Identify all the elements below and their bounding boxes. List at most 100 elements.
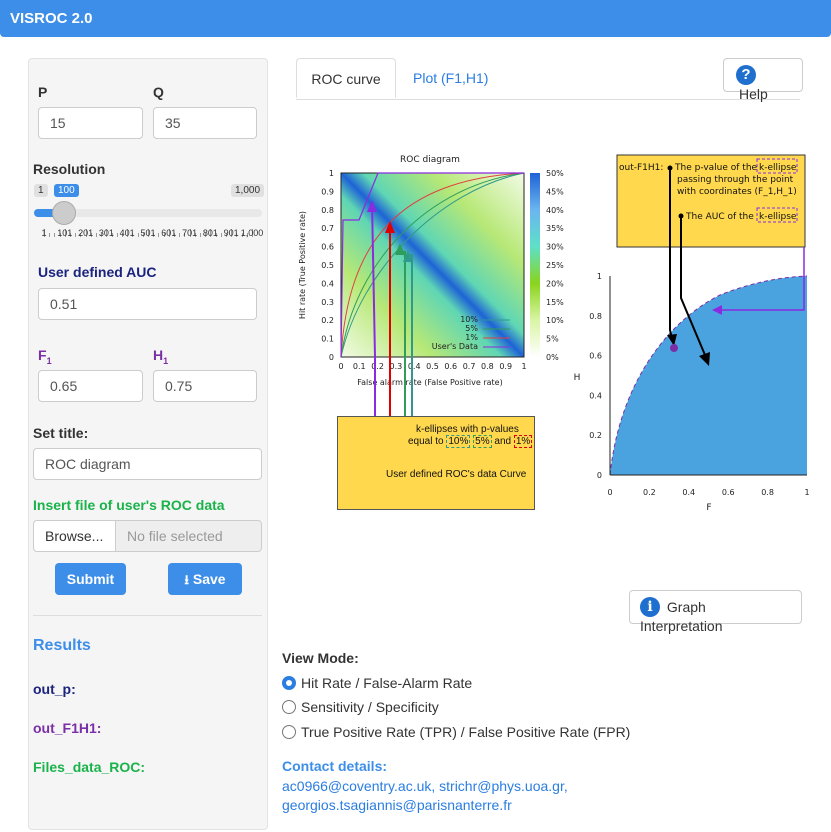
- slider-tick: [215, 233, 217, 237]
- auc-kellipse: k-ellipse: [759, 212, 797, 222]
- pvalue-10pct: 10%: [446, 435, 471, 448]
- radio-hit-rate-label[interactable]: Hit Rate / False-Alarm Rate: [301, 675, 473, 691]
- roc-x-tick-label: 0.1: [353, 362, 366, 371]
- annotation-pvalues-line: equal to 10% 5% and 1%: [408, 435, 533, 448]
- legend-user-data: User's Data: [432, 342, 478, 351]
- roc-y-tick-label: 0.6: [321, 243, 334, 252]
- colorbar-tick-label: 30%: [546, 243, 564, 252]
- roc-x-tick-label: 0.3: [390, 362, 403, 371]
- submit-button[interactable]: Submit: [55, 563, 126, 595]
- resolution-ticks: [34, 228, 262, 237]
- question-icon: ?: [736, 65, 756, 85]
- roc-x-tick-label: 0.4: [408, 362, 421, 371]
- out-p-label: out_p:: [33, 681, 76, 697]
- colorbar-tick-label: 40%: [546, 206, 564, 215]
- f1-input[interactable]: 0.65: [38, 370, 143, 402]
- colorbar-tick-label: 0%: [546, 353, 559, 362]
- pvalue-line1: The p-value of the: [674, 163, 758, 173]
- out-f1h1-text: out-F1H1:: [619, 163, 663, 173]
- fh-x-tick-label: 0.4: [682, 488, 695, 497]
- kellipse-highlight-2: [756, 207, 798, 223]
- graph-interpretation-button[interactable]: i Graph Interpretation: [629, 590, 802, 634]
- auc-input[interactable]: 0.51: [38, 288, 257, 320]
- roc-x-tick-label: 0.8: [481, 362, 494, 371]
- radio-hit-rate[interactable]: [282, 676, 296, 690]
- download-icon: ⭳: [184, 572, 189, 587]
- radio-sensitivity[interactable]: [282, 700, 296, 714]
- tab-roc-curve[interactable]: ROC curve: [296, 58, 396, 98]
- f1-subscript: 1: [46, 355, 52, 366]
- f1h1-point: [670, 344, 678, 352]
- roc-x-tick-label: 0.6: [444, 362, 457, 371]
- slider-tick: [127, 229, 129, 237]
- curve-5pct: [340, 172, 525, 358]
- slider-tick: [85, 229, 87, 237]
- fh-y-tick-label: 0: [597, 471, 602, 480]
- browse-button[interactable]: Browse...: [33, 520, 116, 552]
- roc-plot: ROC diagram 0 0.1 0.2 0.3 0.4 0.5 0.6 0.7 0.8 0.9…: [298, 155, 564, 473]
- view-mode-label: View Mode:: [282, 650, 359, 666]
- f1-letter: F: [38, 347, 47, 363]
- resolution-max: 1,000: [231, 184, 265, 197]
- pvalue-5pct: 5%: [473, 435, 492, 448]
- roc-y-tick-label: 0.4: [321, 279, 334, 288]
- slider-tick-label: 201: [78, 228, 94, 238]
- roc-annotation-box: k-ellipses with p-values equal to 10% 5%…: [337, 416, 535, 510]
- user-data-curve: [340, 172, 524, 358]
- slider-tick-label: 801: [202, 228, 218, 238]
- help-button[interactable]: ? Help: [723, 58, 803, 102]
- slider-tick: [210, 229, 212, 237]
- colorbar-tick-label: 45%: [546, 187, 564, 196]
- slider-tick-label: 1: [41, 228, 47, 238]
- resolution-slider-handle[interactable]: [52, 201, 76, 225]
- colorbar-tick-label: 35%: [546, 224, 564, 233]
- q-input[interactable]: 35: [153, 107, 257, 139]
- results-label: Results: [33, 637, 91, 654]
- slider-tick: [80, 233, 82, 237]
- radio-sensitivity-label[interactable]: Sensitivity / Specificity: [301, 699, 439, 715]
- file-label: Insert file of user's ROC data: [33, 497, 225, 513]
- radio-tpr-fpr-label[interactable]: True Positive Rate (TPR) / False Positiv…: [301, 724, 631, 740]
- resolution-slider-track[interactable]: [34, 209, 262, 217]
- auc-label: User defined AUC: [38, 264, 157, 280]
- tab-plot-f1h1[interactable]: Plot (F1,H1): [413, 70, 489, 86]
- slider-tick: [252, 229, 253, 237]
- legend-10pct: 10%: [460, 315, 478, 324]
- h1-input[interactable]: 0.75: [153, 370, 257, 402]
- radio-tpr-fpr[interactable]: [282, 725, 296, 739]
- legend-5pct: 5%: [465, 324, 478, 333]
- fh-y-ticks: 0 0.2 0.4 0.6 0.8 1: [589, 272, 602, 480]
- pvalue-line2: passing through the point: [677, 175, 794, 185]
- save-label: Save: [192, 571, 226, 587]
- f1-label: F1: [38, 347, 52, 366]
- slider-tick-label: 301: [98, 228, 114, 238]
- fh-x-tick-label: 0.2: [643, 488, 656, 497]
- p-input[interactable]: 15: [38, 107, 143, 139]
- slider-tick: [226, 233, 227, 237]
- resolution-slider-fill: [34, 209, 64, 217]
- arrowhead-10pct: [403, 250, 413, 262]
- slider-tick: [205, 233, 207, 237]
- curve-1pct: [340, 172, 525, 358]
- info-icon: i: [640, 597, 660, 617]
- pvalue-line3: with coordinates (F_1,H_1): [677, 187, 797, 197]
- slider-tick: [44, 229, 45, 237]
- title-input[interactable]: ROC diagram: [33, 448, 262, 480]
- h1-letter: H: [153, 347, 164, 363]
- fh-x-ticks: 0 0.2 0.4 0.6 0.8 1: [607, 488, 809, 497]
- slider-tick-label: 1,000: [240, 228, 264, 238]
- slider-tick: [236, 233, 238, 237]
- slider-tick: [116, 233, 118, 237]
- fh-x-tick-label: 0.8: [761, 488, 774, 497]
- roc-y-tick-label: 0.8: [321, 206, 334, 215]
- save-button[interactable]: ⭳ Save: [168, 563, 242, 595]
- colorbar-tick-label: 5%: [546, 335, 559, 344]
- set-title-label: Set title:: [33, 425, 89, 441]
- q-label: Q: [153, 84, 164, 100]
- colorbar: [530, 173, 540, 357]
- fh-auc-region: [610, 276, 807, 475]
- contact-line1[interactable]: ac0966@coventry.ac.uk, strichr@phys.uoa.…: [282, 778, 568, 794]
- fh-y-tick-label: 1: [597, 272, 602, 281]
- sidebar-divider: [33, 615, 262, 616]
- contact-line2[interactable]: georgios.tsagiannis@parisnanterre.fr: [282, 797, 512, 813]
